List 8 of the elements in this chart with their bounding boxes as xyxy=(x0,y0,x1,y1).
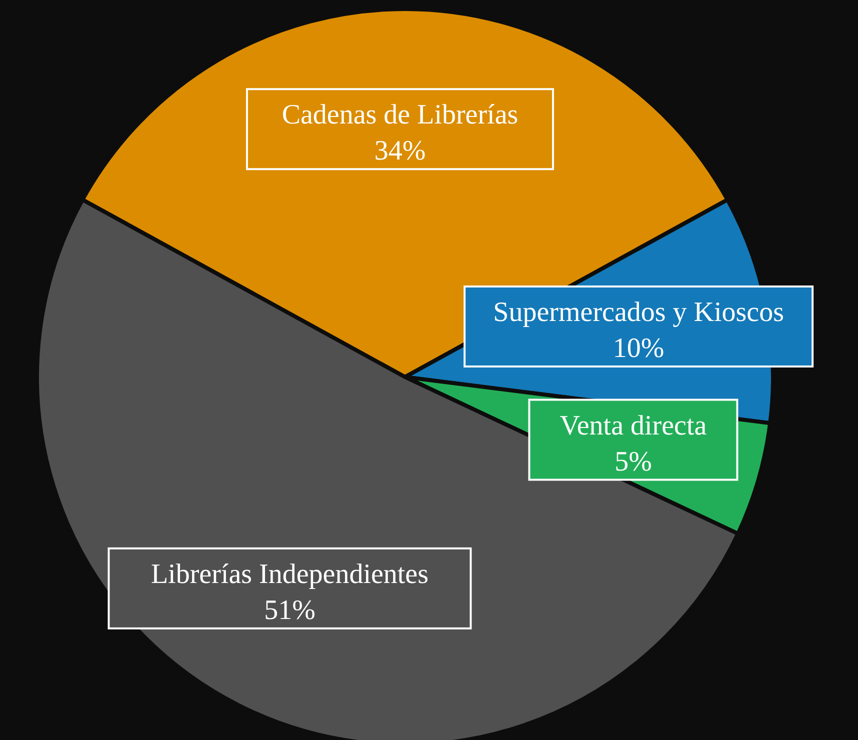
slice-label: Supermercados y Kioscos xyxy=(493,296,784,328)
data-label: 51% xyxy=(264,594,316,626)
data-label: 10% xyxy=(612,332,664,364)
data-label: 34% xyxy=(374,136,426,167)
slice-label: Librerías Independientes xyxy=(150,558,429,590)
slice-label: Cadenas de Librerías xyxy=(282,100,518,131)
data-label: 5% xyxy=(614,446,652,478)
slice-label: Venta directa xyxy=(560,410,708,442)
